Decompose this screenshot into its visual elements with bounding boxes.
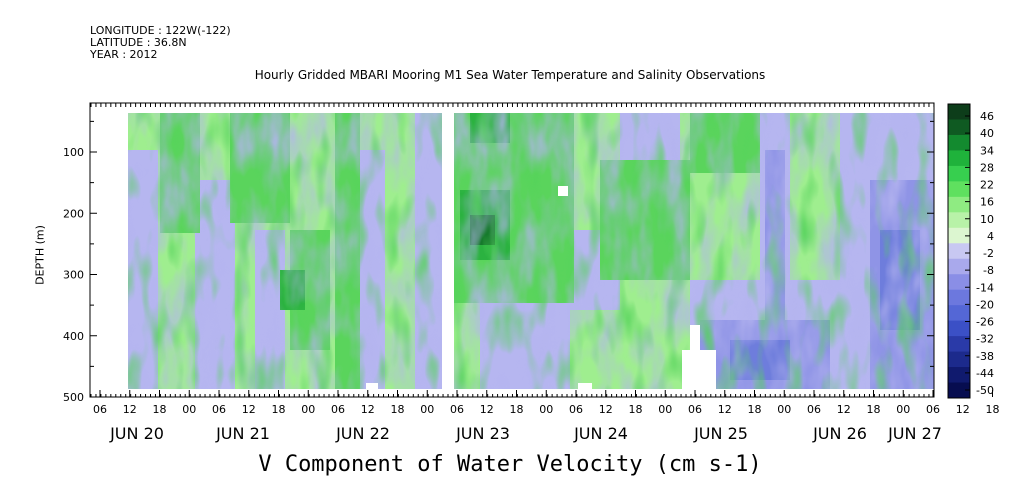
colorbar-swatch (948, 119, 970, 136)
colorbar-swatch (948, 134, 970, 151)
colorbar-swatch (948, 258, 970, 275)
x-day-label: JUN 25 (693, 424, 748, 443)
year-text: YEAR : 2012 (90, 48, 158, 61)
colorbar-label: 46 (980, 110, 994, 123)
x-hour-label: 00 (658, 403, 672, 416)
colorbar-label: 10 (980, 213, 994, 226)
x-hour-label: 12 (837, 403, 851, 416)
x-hour-label: 06 (807, 403, 821, 416)
colorbar-label: 22 (980, 179, 994, 192)
colorbar-label: -14 (976, 281, 994, 294)
x-hour-label: 18 (867, 403, 881, 416)
x-hour-label: 12 (599, 403, 613, 416)
latitude-text: LATITUDE : 36.8N (90, 36, 187, 49)
x-hour-label: 06 (569, 403, 583, 416)
colorbar-label: -38 (976, 350, 994, 363)
colorbar-label: -8 (983, 264, 994, 277)
colorbar-swatch (948, 104, 970, 120)
colorbar-swatch (948, 212, 970, 229)
colorbar-label: -50 (976, 384, 994, 397)
x-hour-label: 18 (391, 403, 405, 416)
y-tick-label: 400 (63, 330, 84, 343)
x-hour-label: 18 (510, 403, 524, 416)
colorbar-swatch (948, 351, 970, 368)
colorbar-swatch (948, 274, 970, 291)
x-day-label: JUN 23 (455, 424, 510, 443)
x-hour-label: 00 (182, 403, 196, 416)
colorbar-swatch (948, 382, 970, 399)
x-hour-label: 06 (212, 403, 226, 416)
y-tick-label: 100 (63, 146, 84, 159)
x-hour-label: 00 (420, 403, 434, 416)
x-day-label: JUN 27 (887, 424, 942, 443)
x-hour-label: 06 (926, 403, 940, 416)
x-hour-label: 18 (986, 403, 1000, 416)
x-hour-label: 12 (718, 403, 732, 416)
y-tick-label: 200 (63, 207, 84, 220)
x-axis-label: V Component of Water Velocity (cm s-1) (258, 452, 762, 477)
colorbar-label: -26 (976, 316, 994, 329)
x-hour-label: 00 (896, 403, 910, 416)
colorbar-swatch (948, 165, 970, 182)
colorbar-swatch (948, 227, 970, 244)
x-hour-label: 12 (956, 403, 970, 416)
colorbar-label: -2 (983, 247, 994, 260)
x-day-label: JUN 24 (573, 424, 628, 443)
x-hour-label: 06 (93, 403, 107, 416)
colorbar-swatch (948, 305, 970, 322)
x-hour-label: 00 (301, 403, 315, 416)
colorbar-label: -20 (976, 298, 994, 311)
colorbar-swatch (948, 289, 970, 306)
x-day-label: JUN 21 (215, 424, 270, 443)
colorbar-swatch (948, 336, 970, 353)
colorbar-label: 16 (980, 196, 994, 209)
x-hour-label: 18 (153, 403, 167, 416)
x-day-label: JUN 26 (812, 424, 867, 443)
colorbar-label: 4 (987, 230, 994, 243)
colorbar-swatch (948, 196, 970, 213)
x-hour-label: 18 (748, 403, 762, 416)
x-hour-label: 12 (123, 403, 137, 416)
colorbar-label: 40 (980, 127, 994, 140)
longitude-text: LONGITUDE : 122W(-122) (90, 24, 231, 37)
x-hour-label: 00 (777, 403, 791, 416)
x-hour-label: 18 (629, 403, 643, 416)
colorbar-label: -44 (976, 367, 994, 380)
x-hour-label: 12 (361, 403, 375, 416)
colorbar-swatch (948, 243, 970, 260)
heatmap-field (128, 113, 934, 389)
x-day-label: JUN 20 (109, 424, 164, 443)
colorbar-label: 34 (980, 144, 994, 157)
colorbar-frame (947, 103, 971, 399)
x-hour-label: 06 (450, 403, 464, 416)
colorbar-swatch (948, 320, 970, 337)
x-hour-label: 12 (242, 403, 256, 416)
chart-title: Hourly Gridded MBARI Mooring M1 Sea Wate… (254, 68, 766, 82)
colorbar-label: -32 (976, 333, 994, 346)
x-hour-label: 18 (272, 403, 286, 416)
x-hour-label: 00 (539, 403, 553, 416)
colorbar: 46 40 34 28 22 16 10 4 -2 -8 -14 -20 -26 -32 -38 -44 -50 (947, 103, 994, 399)
x-hour-label: 06 (688, 403, 702, 416)
x-day-label: JUN 22 (335, 424, 390, 443)
colorbar-swatch (948, 367, 970, 384)
colorbar-swatch (948, 181, 970, 198)
colorbar-label: 28 (980, 161, 994, 174)
x-hour-label: 12 (480, 403, 494, 416)
colorbar-swatch (948, 150, 970, 167)
y-tick-label: 300 (63, 269, 84, 282)
y-tick-label: 500 (63, 391, 84, 404)
x-hour-label: 06 (331, 403, 345, 416)
